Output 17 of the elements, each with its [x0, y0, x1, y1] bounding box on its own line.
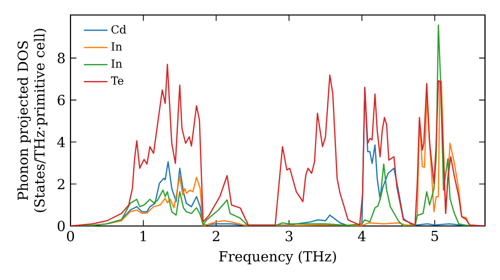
- y-axis-title: Phonon projected DOS (States/THz·primitive cell): [17, 28, 48, 212]
- x-tick-label: 0: [67, 230, 74, 242]
- x-tick-label: 3: [286, 230, 292, 242]
- legend-label: In: [111, 60, 122, 68]
- x-tick-label: 4: [358, 230, 366, 242]
- legend-label: In: [111, 42, 122, 51]
- y-tick-label: 4: [57, 136, 65, 148]
- x-axis-title: Frequency (THz): [219, 250, 336, 264]
- y-tick-label: 6: [58, 94, 65, 106]
- legend-label: Cd: [111, 25, 126, 34]
- y-tick-label: 8: [58, 52, 65, 64]
- x-tick-label: 2: [212, 230, 220, 242]
- x-tick-label: 1: [140, 230, 146, 242]
- x-tick-label: 5: [432, 230, 438, 242]
- legend-label: Te: [110, 76, 124, 85]
- y-tick-label: 0: [58, 220, 65, 232]
- y-tick-label: 2: [58, 178, 64, 190]
